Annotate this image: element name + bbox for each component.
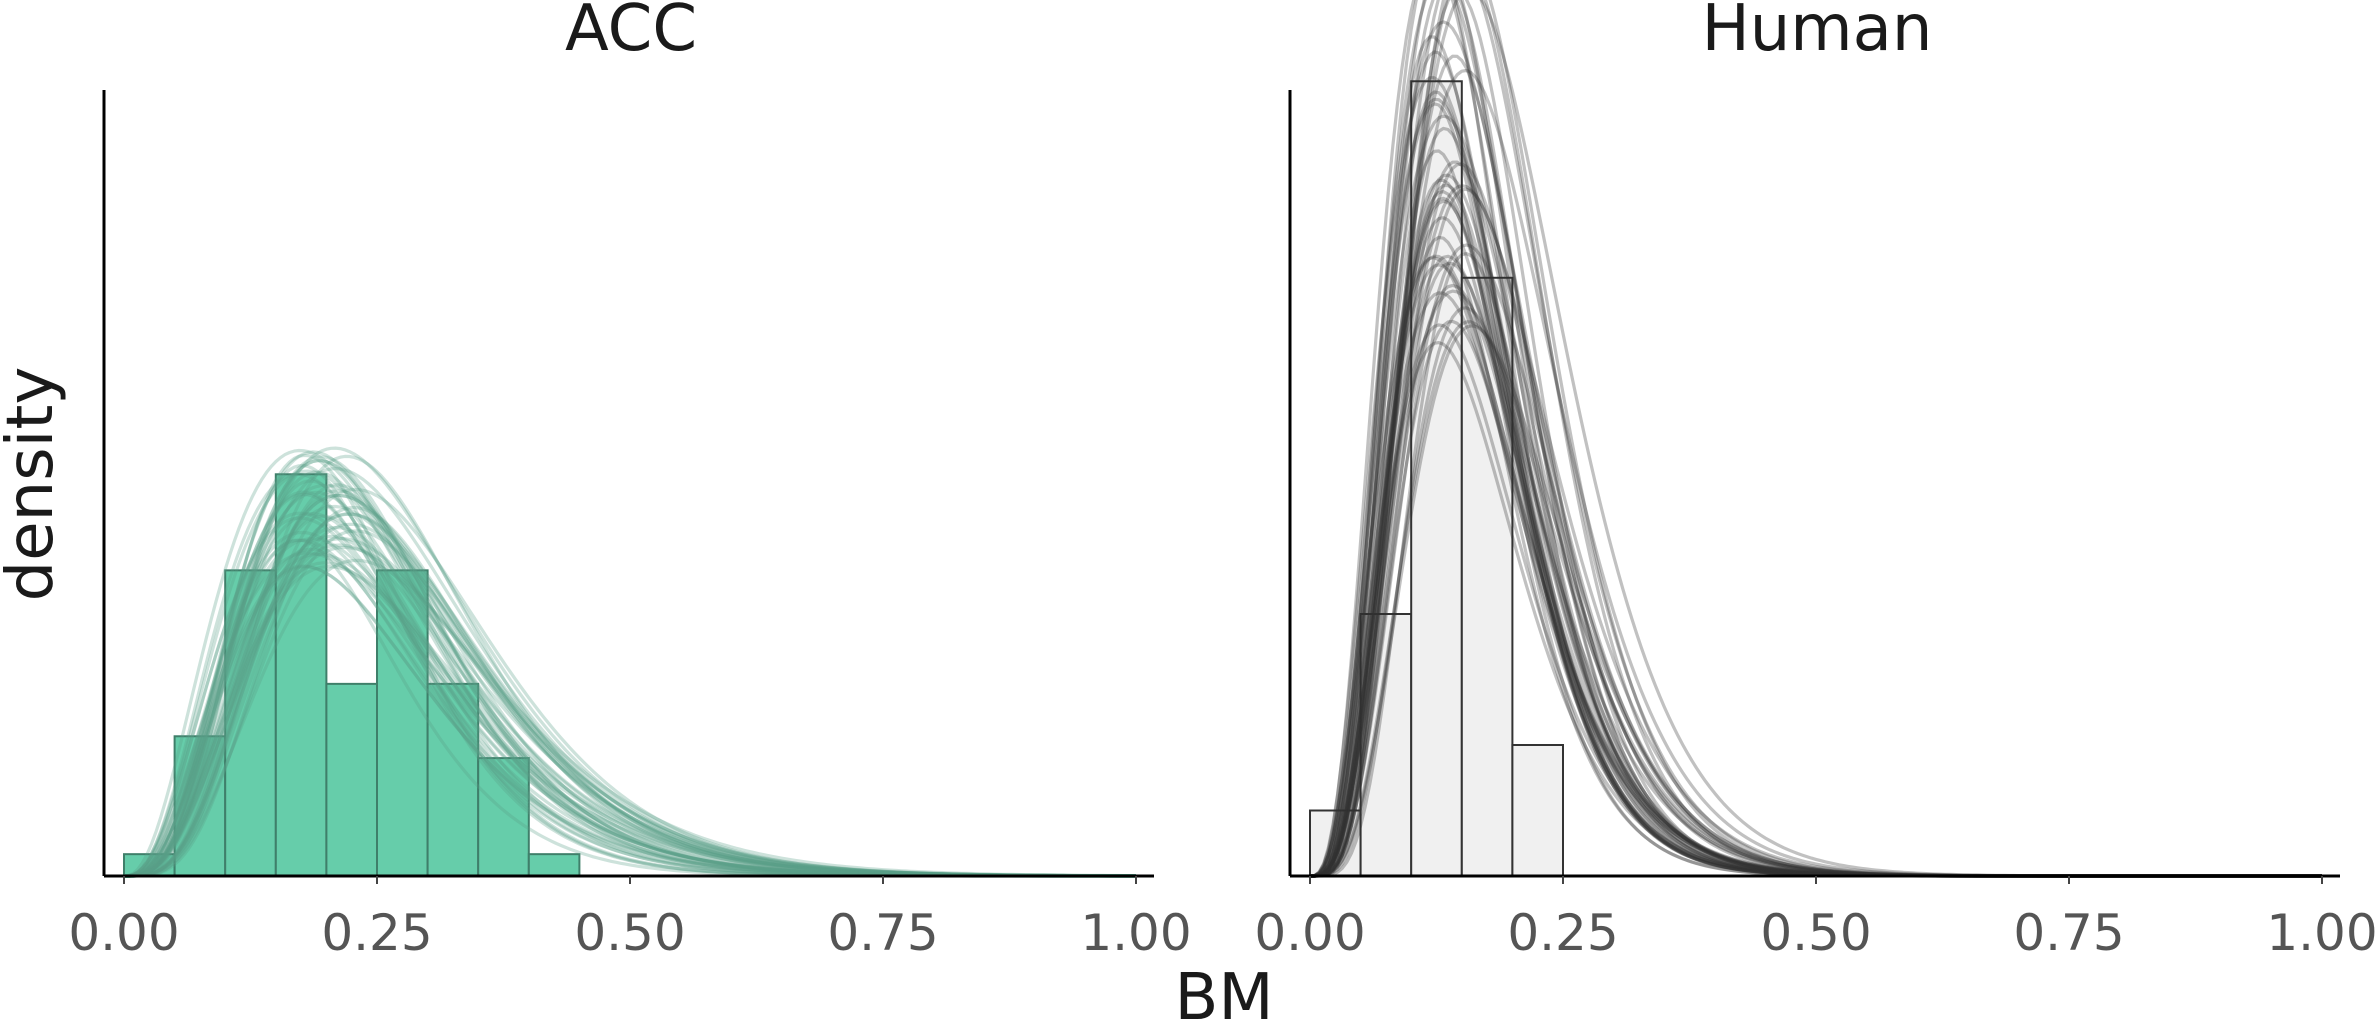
density-curve — [124, 487, 1136, 878]
histogram-bar — [274, 473, 328, 877]
x-ticks-acc: 0.00 0.25 0.50 0.75 1.00 — [68, 876, 1192, 962]
x-tick-label: 0.50 — [574, 904, 685, 962]
x-tick-label: 0.75 — [827, 904, 938, 962]
histogram-bar — [527, 853, 581, 878]
histogram-bar — [1460, 276, 1514, 877]
panel-acc: ACC 0.00 0.25 0.50 0.75 1.00 — [68, 0, 1191, 962]
x-axis-label: BM — [1174, 961, 1273, 1024]
histogram-bars-acc — [123, 473, 581, 878]
density-curve — [124, 558, 1136, 878]
density-curve — [124, 543, 1136, 878]
x-tick-label: 1.00 — [1080, 904, 1191, 962]
density-curve — [124, 466, 1136, 878]
histogram-bar — [1359, 613, 1413, 877]
histogram-bar — [477, 757, 530, 877]
x-tick-label: 0.25 — [321, 904, 432, 962]
density-curve — [124, 446, 1136, 878]
x-tick-label: 0.25 — [1507, 904, 1618, 962]
x-ticks-human: 0.00 0.25 0.50 0.75 1.00 — [1254, 876, 2376, 962]
x-tick-label: 0.00 — [1254, 904, 1365, 962]
histogram-bar — [224, 569, 277, 877]
histogram-bar — [325, 682, 378, 877]
histogram-bar — [1511, 744, 1565, 877]
histogram-bars-human — [1309, 80, 1565, 878]
x-tick-label: 0.75 — [2013, 904, 2124, 962]
histogram-bar — [1410, 80, 1463, 878]
density-curve — [124, 537, 1137, 878]
x-tick-label: 0.50 — [1760, 904, 1871, 962]
panel-title-acc: ACC — [565, 0, 697, 66]
panel-title-human: Human — [1702, 0, 1933, 66]
histogram-bar — [173, 735, 227, 877]
x-tick-label: 1.00 — [2266, 904, 2376, 962]
x-tick-label: 0.00 — [68, 904, 179, 962]
density-curve — [124, 545, 1136, 878]
panel-human: Human 0.00 0.25 0.50 0.75 1.00 — [1254, 0, 2376, 962]
y-axis-label: density — [0, 367, 68, 602]
